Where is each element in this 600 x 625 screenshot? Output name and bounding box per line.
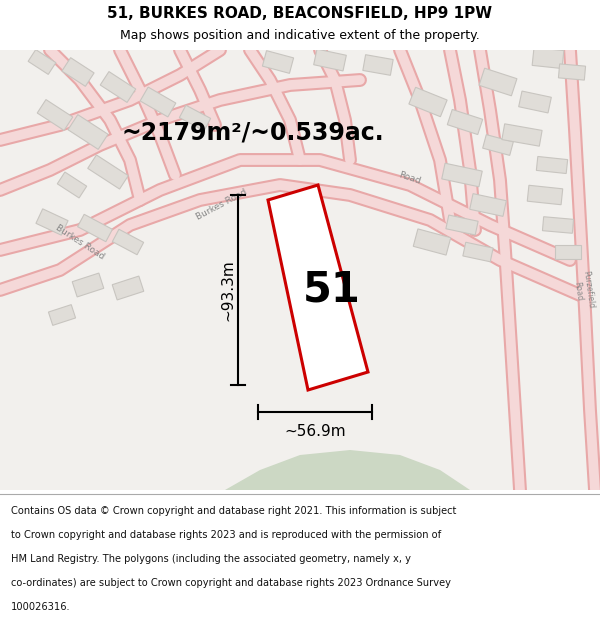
Text: Road: Road xyxy=(398,170,422,186)
Polygon shape xyxy=(225,450,470,490)
Polygon shape xyxy=(413,229,451,255)
Text: co-ordinates) are subject to Crown copyright and database rights 2023 Ordnance S: co-ordinates) are subject to Crown copyr… xyxy=(11,578,451,588)
Polygon shape xyxy=(518,91,551,113)
Polygon shape xyxy=(542,217,574,233)
Polygon shape xyxy=(448,109,482,134)
Polygon shape xyxy=(363,55,393,75)
Polygon shape xyxy=(57,172,87,198)
Polygon shape xyxy=(28,49,56,74)
Polygon shape xyxy=(479,68,517,96)
Text: ~93.3m: ~93.3m xyxy=(221,259,235,321)
Polygon shape xyxy=(49,304,76,326)
Polygon shape xyxy=(179,105,211,131)
Text: Burkes Road: Burkes Road xyxy=(195,188,249,222)
Text: to Crown copyright and database rights 2023 and is reproduced with the permissio: to Crown copyright and database rights 2… xyxy=(11,530,441,540)
Text: 100026316.: 100026316. xyxy=(11,602,70,612)
Polygon shape xyxy=(536,156,568,174)
Polygon shape xyxy=(68,114,108,149)
Text: 51: 51 xyxy=(303,269,361,311)
Polygon shape xyxy=(140,87,176,117)
Text: HM Land Registry. The polygons (including the associated geometry, namely x, y: HM Land Registry. The polygons (includin… xyxy=(11,554,411,564)
Polygon shape xyxy=(446,215,478,235)
Polygon shape xyxy=(409,88,447,117)
Polygon shape xyxy=(262,51,293,73)
Polygon shape xyxy=(62,58,94,86)
Polygon shape xyxy=(532,48,564,69)
Text: 51, BURKES ROAD, BEACONSFIELD, HP9 1PW: 51, BURKES ROAD, BEACONSFIELD, HP9 1PW xyxy=(107,6,493,21)
Polygon shape xyxy=(314,49,346,71)
Polygon shape xyxy=(37,99,73,131)
Polygon shape xyxy=(112,276,144,300)
Polygon shape xyxy=(555,245,581,259)
Polygon shape xyxy=(72,273,104,297)
Polygon shape xyxy=(77,214,112,242)
Polygon shape xyxy=(442,163,482,187)
Polygon shape xyxy=(527,185,563,205)
Polygon shape xyxy=(559,64,586,80)
Text: Burkes Road: Burkes Road xyxy=(54,223,106,261)
Polygon shape xyxy=(470,194,506,216)
Text: Contains OS data © Crown copyright and database right 2021. This information is : Contains OS data © Crown copyright and d… xyxy=(11,506,456,516)
Polygon shape xyxy=(502,124,542,146)
Polygon shape xyxy=(36,209,68,235)
Text: Purzefield
Road: Purzefield Road xyxy=(571,270,595,310)
Polygon shape xyxy=(88,155,128,189)
Polygon shape xyxy=(463,242,493,262)
Polygon shape xyxy=(268,185,368,390)
Polygon shape xyxy=(482,134,514,156)
Polygon shape xyxy=(112,229,143,255)
Text: ~2179m²/~0.539ac.: ~2179m²/~0.539ac. xyxy=(122,120,385,144)
Text: Map shows position and indicative extent of the property.: Map shows position and indicative extent… xyxy=(120,29,480,42)
Polygon shape xyxy=(100,72,136,102)
Text: ~56.9m: ~56.9m xyxy=(284,424,346,439)
